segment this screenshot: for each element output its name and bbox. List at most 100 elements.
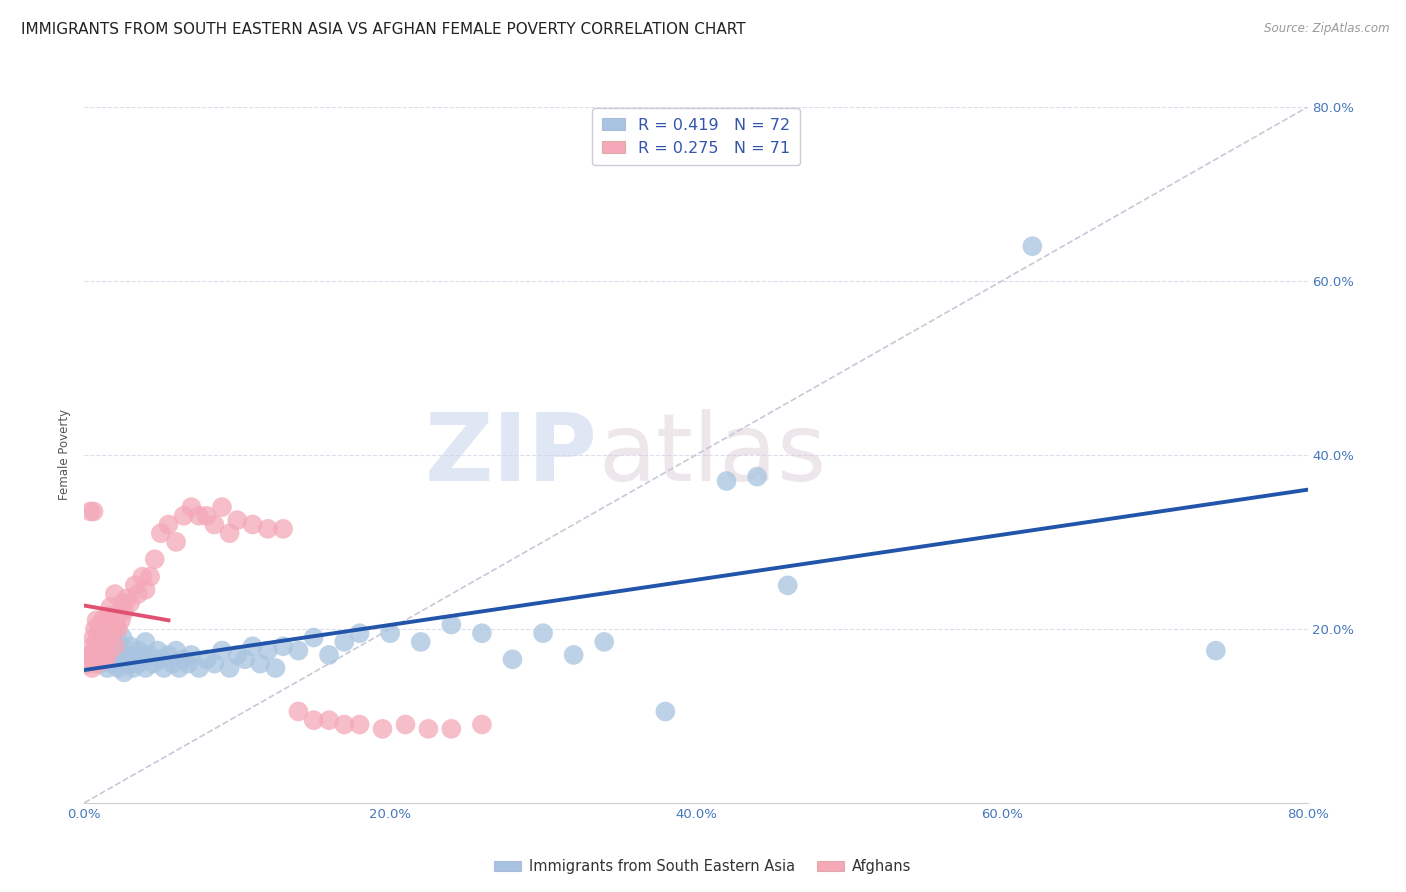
Point <box>101 631 124 645</box>
Text: IMMIGRANTS FROM SOUTH EASTERN ASIA VS AFGHAN FEMALE POVERTY CORRELATION CHART: IMMIGRANTS FROM SOUTH EASTERN ASIA VS AF… <box>21 22 745 37</box>
Point <box>97 648 120 662</box>
Point <box>94 622 117 636</box>
Point <box>90 622 112 636</box>
Point <box>98 617 121 632</box>
Point <box>87 643 110 657</box>
Point <box>242 517 264 532</box>
Point <box>127 657 149 671</box>
Point <box>271 522 294 536</box>
Point <box>142 657 165 671</box>
Point <box>112 605 135 619</box>
Point <box>93 652 115 666</box>
Point <box>157 517 180 532</box>
Point <box>157 648 180 662</box>
Point <box>105 617 128 632</box>
Point <box>139 570 162 584</box>
Point <box>333 635 356 649</box>
Point <box>318 648 340 662</box>
Point <box>249 657 271 671</box>
Point <box>96 608 118 623</box>
Point <box>110 613 132 627</box>
Point <box>162 657 184 671</box>
Point <box>180 648 202 662</box>
Point <box>107 661 129 675</box>
Point <box>257 643 280 657</box>
Point <box>80 648 103 662</box>
Point <box>124 578 146 592</box>
Point <box>394 717 416 731</box>
Point <box>96 648 118 662</box>
Point <box>79 648 101 662</box>
Point <box>502 652 524 666</box>
Point <box>1205 643 1227 657</box>
Point <box>776 578 799 592</box>
Point <box>90 648 112 662</box>
Point <box>180 500 202 514</box>
Point <box>654 705 676 719</box>
Point <box>83 631 105 645</box>
Point <box>173 652 195 666</box>
Point <box>202 517 225 532</box>
Point <box>104 652 127 666</box>
Point <box>84 648 107 662</box>
Point <box>233 652 256 666</box>
Point <box>264 661 287 675</box>
Point <box>349 626 371 640</box>
Point <box>80 639 103 653</box>
Point <box>149 526 172 541</box>
Point <box>409 635 432 649</box>
Point <box>96 635 118 649</box>
Point <box>165 643 187 657</box>
Point <box>135 635 157 649</box>
Point <box>593 635 616 649</box>
Point <box>111 631 134 645</box>
Point <box>333 717 356 731</box>
Text: atlas: atlas <box>598 409 827 501</box>
Point <box>153 661 176 675</box>
Point <box>173 508 195 523</box>
Point <box>104 643 127 657</box>
Point <box>716 474 738 488</box>
Point <box>91 639 114 653</box>
Point <box>101 626 124 640</box>
Legend: Immigrants from South Eastern Asia, Afghans: Immigrants from South Eastern Asia, Afgh… <box>488 854 918 880</box>
Point <box>211 500 233 514</box>
Point <box>122 661 145 675</box>
Point <box>94 652 117 666</box>
Point <box>96 661 118 675</box>
Point <box>87 626 110 640</box>
Legend: R = 0.419   N = 72, R = 0.275   N = 71: R = 0.419 N = 72, R = 0.275 N = 71 <box>592 108 800 165</box>
Point <box>131 570 153 584</box>
Point <box>108 605 131 619</box>
Point <box>97 635 120 649</box>
Point <box>91 613 114 627</box>
Point <box>135 661 157 675</box>
Point <box>471 717 494 731</box>
Point <box>98 600 121 615</box>
Point <box>195 508 218 523</box>
Point <box>86 657 108 671</box>
Point <box>149 652 172 666</box>
Point <box>302 713 325 727</box>
Point <box>226 648 249 662</box>
Point <box>440 722 463 736</box>
Point <box>138 648 160 662</box>
Point <box>89 652 111 666</box>
Point <box>89 631 111 645</box>
Point <box>380 626 402 640</box>
Point <box>287 705 309 719</box>
Point <box>349 717 371 731</box>
Text: Source: ZipAtlas.com: Source: ZipAtlas.com <box>1264 22 1389 36</box>
Point <box>167 661 190 675</box>
Point <box>83 652 105 666</box>
Point <box>112 665 135 680</box>
Point <box>89 635 111 649</box>
Point <box>86 613 108 627</box>
Point <box>93 626 115 640</box>
Point <box>111 596 134 610</box>
Point <box>146 643 169 657</box>
Point <box>211 643 233 657</box>
Point <box>91 643 114 657</box>
Point <box>124 652 146 666</box>
Point <box>440 617 463 632</box>
